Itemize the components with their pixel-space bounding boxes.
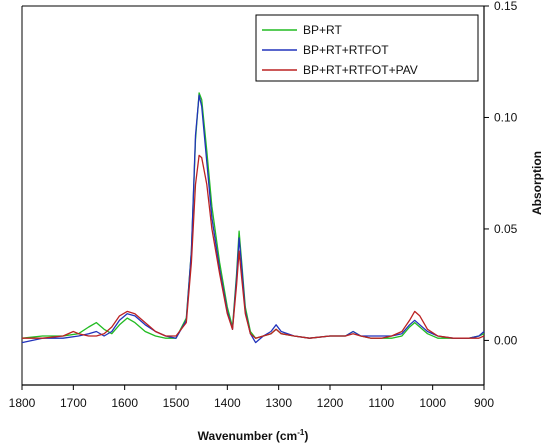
- series-line-2: [21, 94, 485, 344]
- x-tick-label: 1600: [111, 396, 138, 410]
- plot-frame: [21, 5, 485, 386]
- x-tick-label: 1300: [265, 396, 292, 410]
- legend-label-1: BP+RT: [303, 23, 342, 37]
- x-tick-label: 1200: [317, 396, 344, 410]
- series-line-1: [21, 92, 485, 339]
- y-tick-label: 0.00: [494, 333, 518, 347]
- x-tick-label: 1800: [9, 396, 36, 410]
- series-line-3: [22, 154, 485, 339]
- series-layer: [21, 92, 485, 344]
- legend-label-2: BP+RT+RTFOT: [303, 43, 389, 57]
- x-axis-ticks: 1800 1700 1600 1500 1400 1300 1200 1100 1000 900: [9, 385, 494, 410]
- y-axis-title: Absorption: [530, 151, 544, 215]
- y-tick-label: 0.05: [494, 222, 518, 236]
- y-axis-ticks: 0.00 0.05 0.10 0.15: [484, 0, 518, 347]
- y-tick-label: 0.15: [494, 0, 518, 13]
- legend: BP+RT BP+RT+RTFOT BP+RT+RTFOT+PAV: [255, 14, 479, 82]
- x-tick-label: 1100: [368, 396, 394, 410]
- x-tick-label: 1000: [419, 396, 446, 410]
- legend-label-3: BP+RT+RTFOT+PAV: [303, 63, 418, 77]
- x-tick-label: 1700: [60, 396, 87, 410]
- x-axis-title: Wavenumber (cm-1): [198, 428, 309, 443]
- x-tick-label: 900: [474, 396, 494, 410]
- x-tick-label: 1400: [214, 396, 241, 410]
- x-tick-label: 1500: [163, 396, 190, 410]
- y-tick-label: 0.10: [494, 110, 518, 124]
